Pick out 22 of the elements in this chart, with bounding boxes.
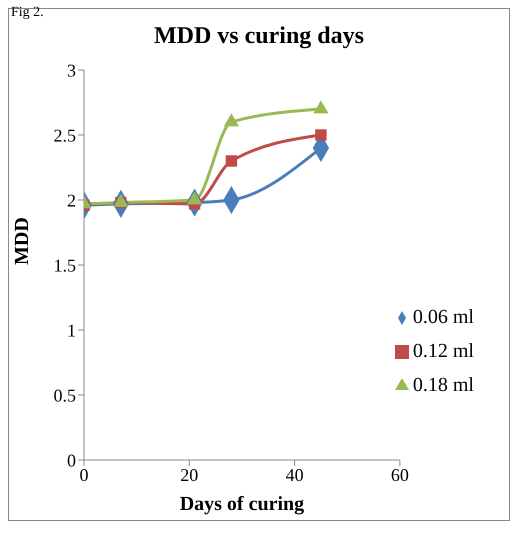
x-axis-title: Days of curing bbox=[180, 493, 304, 515]
legend-label: 0.06 ml bbox=[412, 306, 474, 328]
y-tick-label: 2 bbox=[67, 190, 76, 210]
y-tick-label: 0.5 bbox=[54, 385, 76, 406]
y-tick-label: 1 bbox=[67, 320, 76, 340]
legend-label: 0.12 ml bbox=[412, 340, 474, 362]
x-tick-label: 20 bbox=[180, 464, 198, 485]
point bbox=[313, 100, 329, 114]
x-tick-label: 40 bbox=[286, 464, 304, 485]
point bbox=[226, 155, 238, 167]
point bbox=[315, 129, 327, 141]
legend-label: 0.18 ml bbox=[412, 374, 474, 396]
caption: Fig 2. bbox=[11, 5, 44, 21]
point bbox=[224, 113, 240, 126]
chart-title: MDD vs curing days bbox=[154, 23, 364, 49]
y-axis-title: MDD bbox=[11, 217, 34, 265]
x-tick-label: 0 bbox=[80, 464, 88, 485]
y-tick-label: 0 bbox=[67, 450, 76, 470]
y-tick-label: 2.5 bbox=[54, 125, 76, 146]
x-tick-label: 60 bbox=[390, 464, 409, 485]
y-tick-label: 3 bbox=[67, 60, 76, 80]
y-tick-label: 1.5 bbox=[54, 255, 76, 276]
